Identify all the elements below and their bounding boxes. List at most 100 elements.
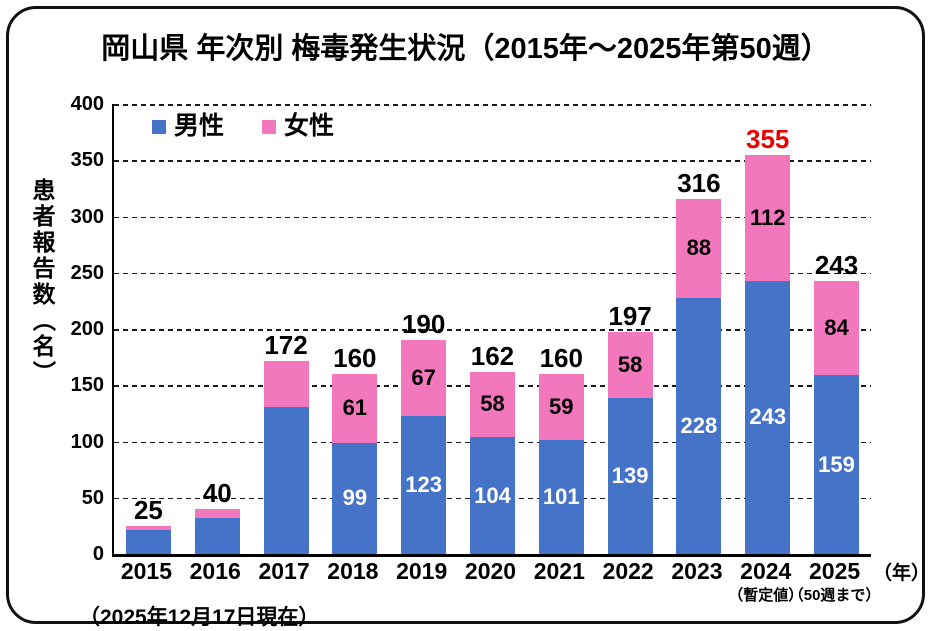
bar-group-2022: 197 58 139 [596,104,665,554]
x-axis-unit-label: （年） [873,563,931,584]
female-segment-value-label: 58 [480,391,505,417]
bar-total-label: 243 [814,249,859,280]
male-segment: 123 [401,415,447,554]
x-subnote-2024: （暫定値） [728,587,804,604]
male-segment-value-label: 243 [749,404,787,430]
x-tick-2020: 2020 [464,558,517,584]
female-segment-value-label: 67 [411,364,436,390]
bar-total-label: 162 [470,340,515,371]
female-segment: 67 [401,340,447,416]
male-segment: 104 [469,437,515,554]
male-segment [263,406,309,554]
male-segment [194,518,240,554]
bar-total-label: 197 [608,301,652,332]
female-segment-value-label: 58 [617,352,643,377]
bar-group-2023: 316 88 228 [665,104,734,554]
outer-frame: 岡山県 年次別 梅毒発生状況（2015年～2025年第50週） 患者報告数（名）… [6,6,930,629]
female-segment-value-label: 59 [549,394,574,420]
male-segment-value-label: 123 [405,471,443,497]
bar-group-2021: 160 59 101 [527,104,596,554]
female-segment: 59 [538,374,584,441]
y-axis-title-char: 報 [32,229,56,255]
bar-total-label: 160 [333,343,377,373]
female-segment-value-label: 84 [824,314,849,340]
male-segment: 101 [538,440,584,554]
female-segment-value-label: 88 [686,235,712,260]
male-segment [125,530,171,554]
male-segment: 139 [607,397,653,554]
gridline [114,216,871,219]
male-segment: 99 [332,442,378,554]
x-tick-2017: 2017 [258,558,310,584]
legend-swatch-female [262,119,277,134]
x-tick-2024: 2024 [740,558,792,584]
bars-container: 25 40 172 160 61 99 190 67 123 162 58 104 160 59 101 19… [114,104,871,554]
female-segment: 58 [607,332,653,398]
y-tick-label: 0 [92,543,104,565]
male-segment: 159 [814,375,860,554]
y-tick-label: 250 [70,261,104,284]
x-tick-2015: 2015 [120,558,172,584]
legend-item-male: 男性 [152,114,224,139]
chart-title: 岡山県 年次別 梅毒発生状況（2015年～2025年第50週） [101,33,830,65]
gridline [114,104,871,106]
male-segment-value-label: 139 [611,462,649,488]
bar-group-2018: 160 61 99 [320,104,389,554]
bar-total-label: 160 [539,343,583,373]
y-axis-title-char: 名 [32,333,56,359]
y-tick-label: 50 [81,486,104,509]
female-segment: 84 [814,280,860,376]
female-segment [125,525,171,531]
bar-total-label: 40 [202,478,232,508]
gridline [114,272,871,275]
plot-area: 男性 女性 25 40 172 160 61 99 190 67 123 162 58 104 160 59… [112,104,871,557]
y-tick-label: 100 [70,430,104,453]
x-tick-2021: 2021 [533,558,585,584]
y-axis-title-char: 患 [32,177,56,203]
male-segment-value-label: 99 [342,485,368,511]
bar-total-label: 355 [746,123,790,154]
male-segment-value-label: 104 [474,482,511,508]
bar-total-label: 172 [264,329,308,360]
y-axis-title-char: 告 [32,255,56,281]
y-tick-label: 150 [70,374,104,397]
bar-group-2015: 25 [114,104,183,554]
legend-item-female: 女性 [262,114,334,139]
female-segment [194,509,240,518]
x-tick-2016: 2016 [189,558,241,584]
female-segment-value-label: 61 [342,395,368,421]
bar-group-2020: 162 58 104 [458,104,527,554]
female-segment-value-label: 112 [749,204,786,230]
legend: 男性 女性 [152,114,334,139]
female-segment: 112 [745,154,791,281]
bar-group-2017: 172 [252,104,321,554]
female-segment: 88 [676,198,722,298]
male-segment: 243 [745,280,791,554]
female-segment [263,360,309,407]
bar-group-2016: 40 [183,104,252,554]
legend-swatch-male [152,119,166,134]
bar-total-label: 316 [677,167,721,198]
y-axis-title-char: 数 [32,281,56,307]
x-tick-2022: 2022 [602,558,654,584]
bar-group-2019: 190 67 123 [389,104,458,554]
y-tick-label: 200 [70,318,104,340]
legend-label-female: 女性 [284,112,335,140]
y-axis-title: 患者報告数（名） [30,177,58,385]
x-subnote-2025: （50週まで） [788,587,881,604]
x-tick-2018: 2018 [327,558,379,584]
bar-total-label: 190 [401,309,446,340]
female-segment: 61 [332,374,378,443]
bar-group-2025: 243 84 159 [802,104,871,554]
male-segment-value-label: 159 [818,451,855,477]
x-tick-2025: 2025 [808,558,861,584]
x-tick-2019: 2019 [396,558,448,584]
legend-label-male: 男性 [174,112,225,140]
y-tick-label: 300 [70,205,104,228]
male-segment: 228 [676,297,722,554]
male-segment-value-label: 228 [680,412,718,438]
bar-total-label: 25 [133,494,163,525]
bar-group-2024: 355 112 243 [733,104,802,554]
gridline [114,160,871,162]
y-tick-label: 350 [70,149,104,172]
